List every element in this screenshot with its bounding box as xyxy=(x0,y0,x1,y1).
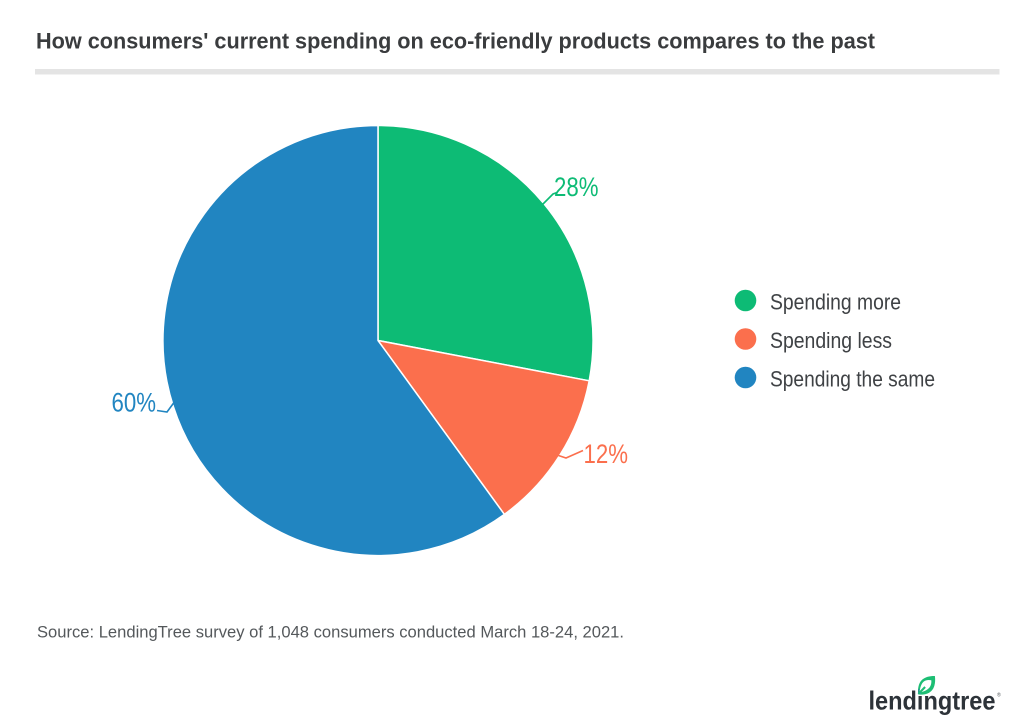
svg-text:60%: 60% xyxy=(112,388,157,418)
svg-text:28%: 28% xyxy=(554,172,599,202)
svg-text:®: ® xyxy=(997,692,1001,699)
svg-text:Spending less: Spending less xyxy=(770,328,892,353)
svg-text:12%: 12% xyxy=(584,439,629,469)
svg-text:Spending more: Spending more xyxy=(770,290,901,315)
svg-text:Spending the same: Spending the same xyxy=(770,367,935,392)
svg-text:How consumers' current spendin: How consumers' current spending on eco-f… xyxy=(36,29,875,54)
svg-text:lendingtree: lendingtree xyxy=(869,686,996,716)
svg-text:Source: LendingTree survey of: Source: LendingTree survey of 1,048 cons… xyxy=(37,623,624,642)
